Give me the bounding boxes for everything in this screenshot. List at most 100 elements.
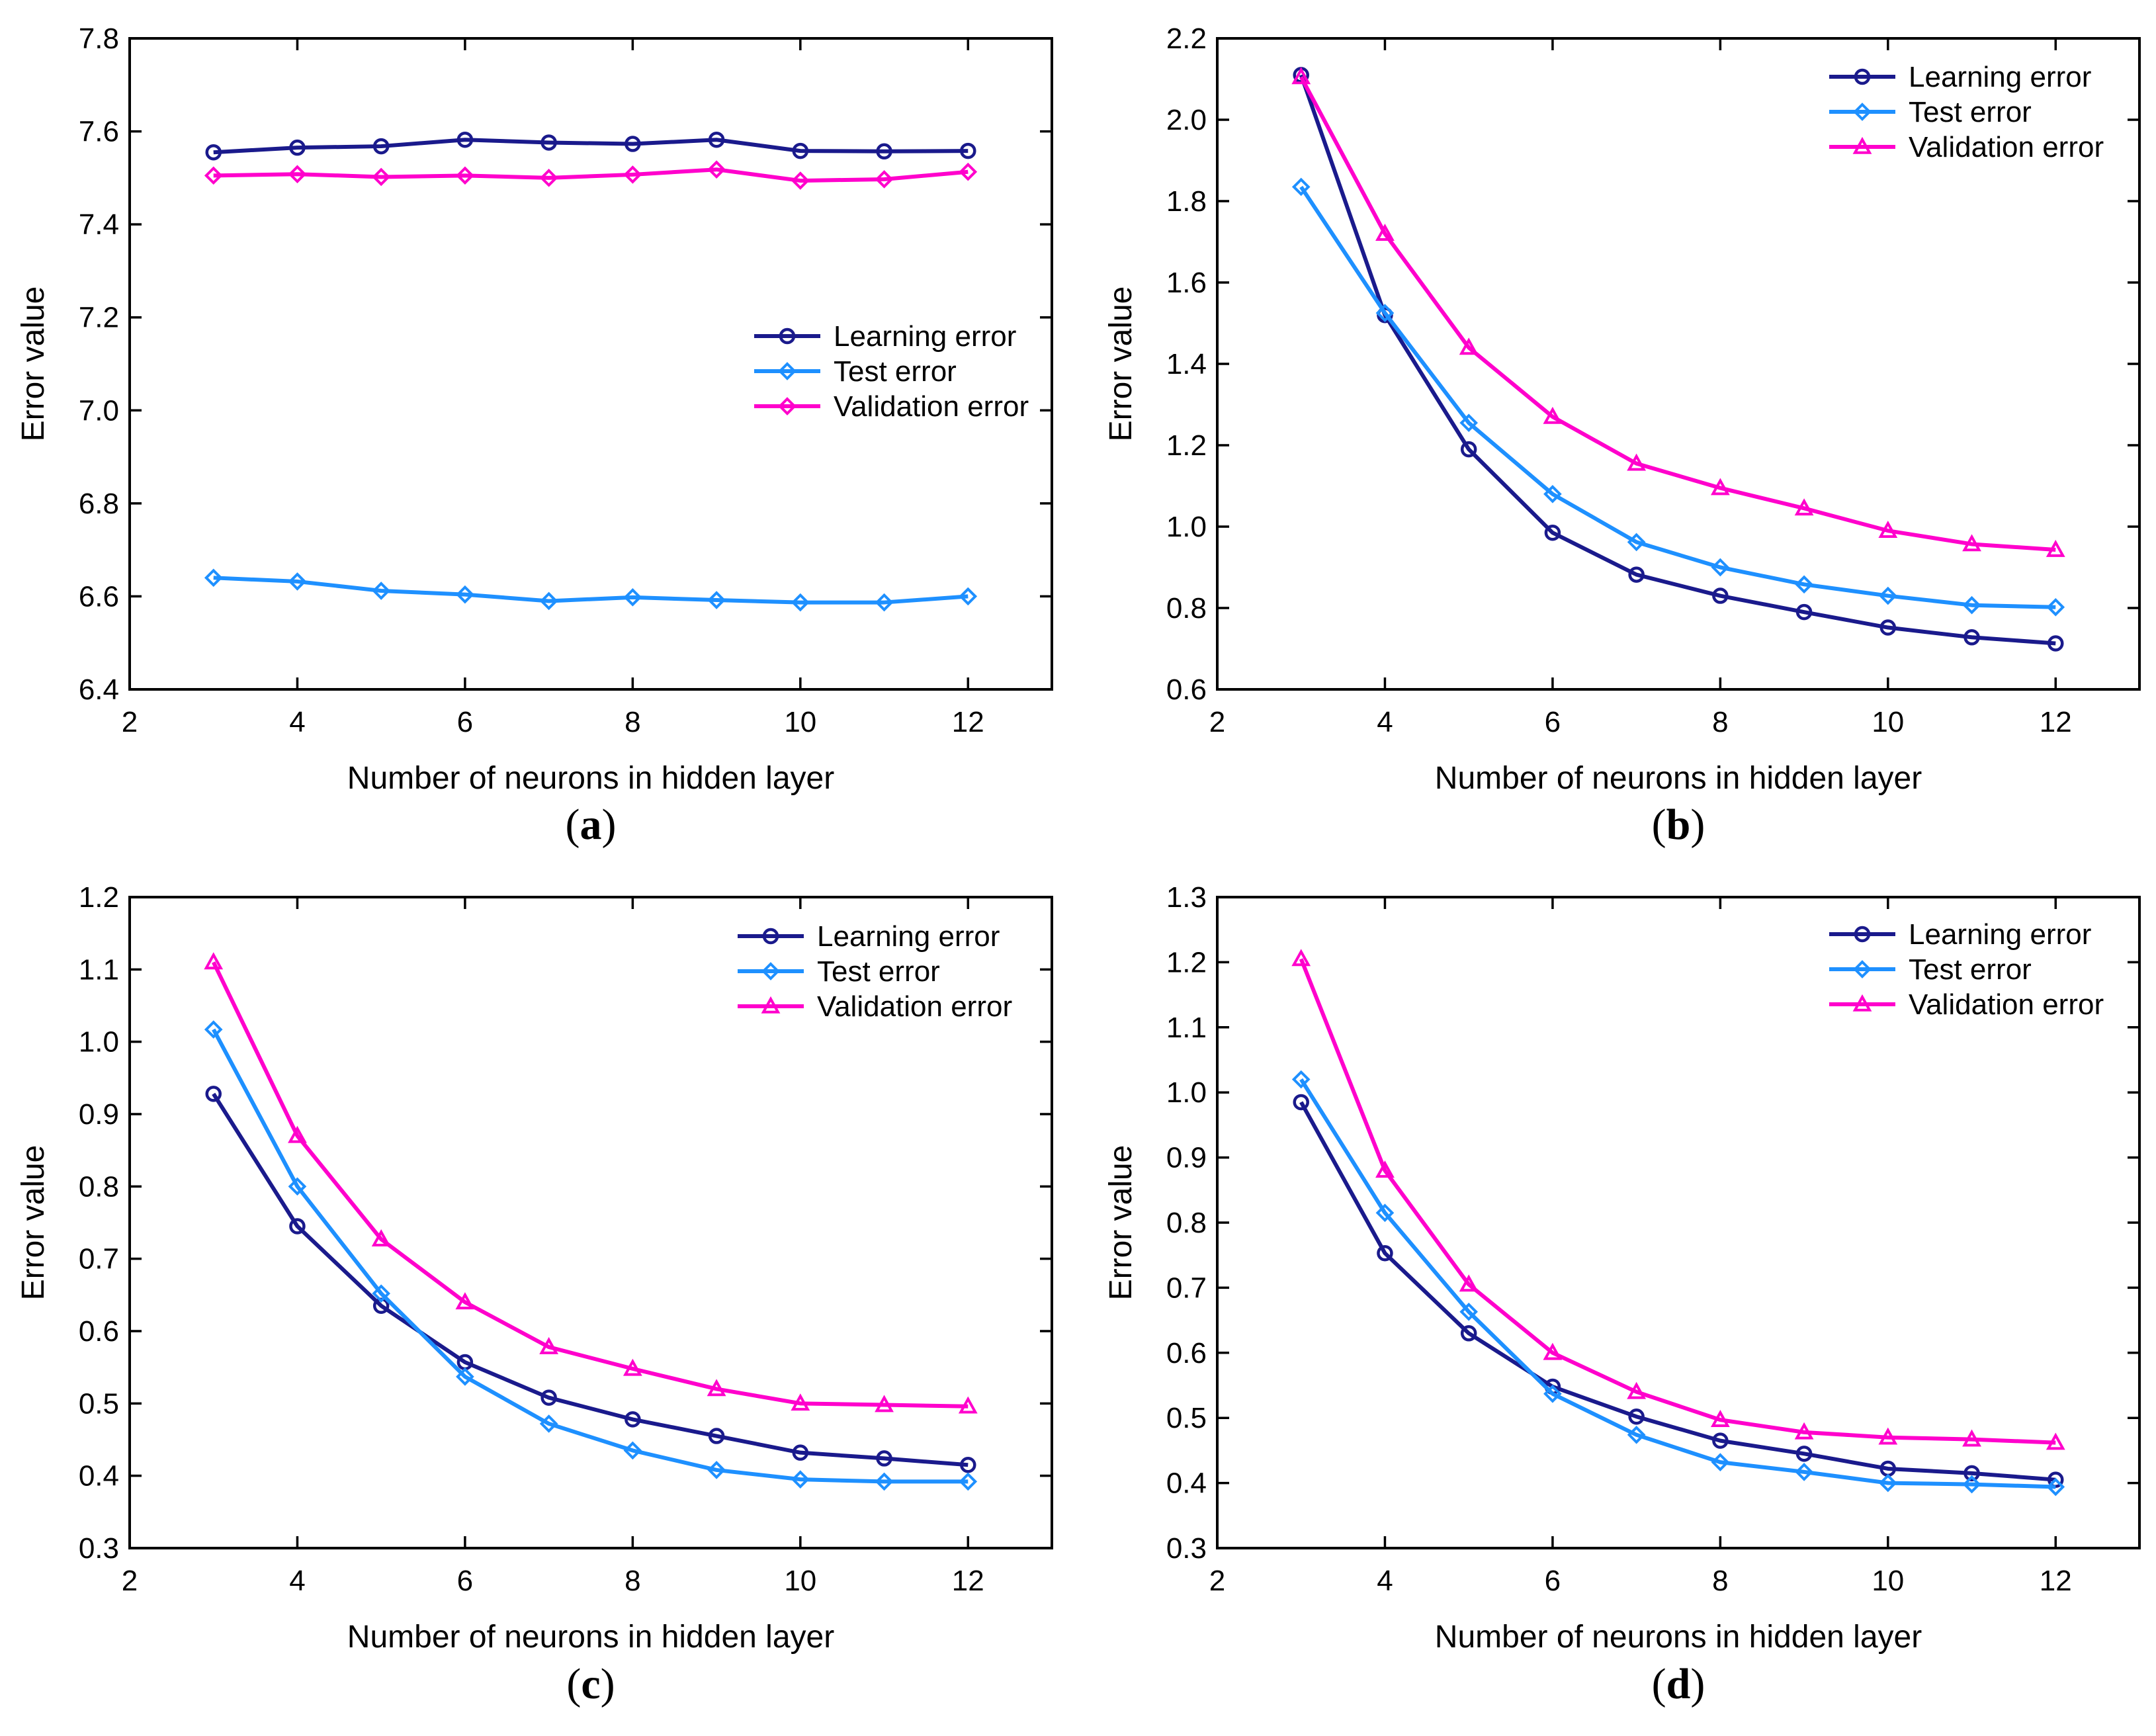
y-tick-label: 1.0 [1166,1076,1207,1109]
legend-label-validation: Validation error [834,390,1029,423]
y-tick-label: 6.8 [79,488,119,520]
data-point-learning [1628,1408,1645,1425]
data-point-learning [1377,1244,1393,1262]
x-tick-label: 10 [784,706,816,738]
data-point-validation [707,160,726,179]
data-point-validation [1291,949,1311,967]
x-tick-label: 4 [289,706,305,738]
y-tick-label: 1.0 [79,1026,119,1059]
data-point-test [1291,1070,1311,1089]
data-point-validation [1962,1429,1981,1447]
data-point-validation [372,167,391,187]
series-line-learning [212,1092,969,1467]
y-tick-label: 0.5 [1166,1402,1207,1434]
data-point-validation [456,166,474,185]
y-axis-label: Error value [1103,286,1139,442]
y-tick-label: 0.8 [1166,592,1207,625]
legend-marker-learning [762,928,779,945]
x-tick-label: 2 [1209,706,1225,738]
data-point-validation [539,169,558,187]
chart-panel-c: 2 4 6 8 10 12 0.3 0.4 0.5 0.6 0.7 0.8 0.9 1.0 1.1 1.2 Nu… [16,881,1053,1708]
data-point-test [372,582,391,600]
y-tick-label: 0.3 [79,1532,119,1565]
legend-label-test: Test error [817,955,940,988]
data-point-learning [205,1086,222,1102]
data-point-validation [1962,534,1981,552]
data-point-test [1375,304,1395,322]
legend-marker-learning [779,327,796,345]
data-point-learning [1795,1446,1813,1462]
x-axis-label: Number of neurons in hidden layer [1435,761,1922,796]
data-point-learning [1460,441,1477,458]
series-line-learning [213,138,969,155]
data-point-test [288,572,307,591]
data-point-test [791,1470,810,1489]
data-point-learning [1460,1325,1477,1342]
series-line-learning [1299,1101,2056,1482]
y-tick-label: 0.7 [1166,1272,1207,1304]
data-point-learning [792,142,809,159]
data-point-learning [876,1450,892,1467]
data-point-validation [1878,521,1898,538]
data-point-test [1878,1473,1897,1493]
series-line-validation [212,961,969,1409]
x-tick-label: 2 [122,1565,138,1597]
y-tick-label: 1.1 [1166,1012,1207,1044]
data-point-validation [1459,1274,1479,1292]
data-point-test [707,591,726,609]
data-point-learning [960,142,976,159]
plot-frame [128,37,1053,691]
data-point-validation [1878,1427,1898,1445]
data-point-test [1291,177,1311,196]
legend-marker-validation [1852,994,1872,1012]
y-tick-label: 0.6 [1166,673,1207,706]
x-tick-label: 4 [1377,706,1393,738]
data-point-learning [540,134,557,151]
y-tick-label: 1.0 [1166,511,1207,543]
data-point-learning [205,144,222,161]
data-point-test [959,1472,978,1491]
data-point-validation [958,1396,978,1414]
x-tick-label: 4 [1377,1565,1393,1597]
data-point-test [1459,413,1479,433]
data-point-validation [1543,406,1563,424]
data-point-validation [875,1395,894,1412]
data-point-learning [876,143,892,160]
data-point-test [539,1414,558,1433]
y-tick-label: 2.2 [1166,22,1207,55]
data-point-test [1795,575,1813,594]
x-tick-label: 8 [625,706,640,738]
y-tick-label: 7.2 [79,302,119,334]
y-tick-label: 0.8 [79,1170,119,1203]
y-tick-label: 6.6 [79,580,119,613]
series-line-test [1299,185,2056,609]
legend-label-validation: Validation error [817,990,1012,1023]
legend-label-learning: Learning error [834,320,1016,353]
data-point-learning [792,1444,809,1461]
plot-frame [128,896,1053,1549]
data-point-validation [204,166,223,185]
x-tick-label: 10 [1872,706,1904,738]
data-point-learning [708,131,725,148]
legend-label-learning: Learning error [1909,918,2091,951]
series-line-test [1299,1078,2056,1489]
panel-caption: (d) [1652,1660,1705,1708]
data-point-learning [1544,524,1561,541]
y-tick-label: 0.8 [1166,1207,1207,1239]
data-point-test [456,585,474,604]
data-point-learning [2048,635,2064,652]
y-tick-label: 2.0 [1166,104,1207,136]
data-point-validation [455,1292,475,1310]
data-point-learning [1712,587,1729,604]
x-tick-label: 12 [2040,706,2072,738]
y-axis-label: Error value [16,286,51,442]
y-tick-label: 7.8 [79,22,119,55]
x-tick-label: 8 [1712,1565,1728,1597]
data-point-learning [289,1218,306,1235]
x-tick-label: 4 [289,1565,305,1597]
data-point-test [1962,595,1981,615]
legend-marker-validation [761,996,781,1014]
data-point-test [1627,533,1646,552]
